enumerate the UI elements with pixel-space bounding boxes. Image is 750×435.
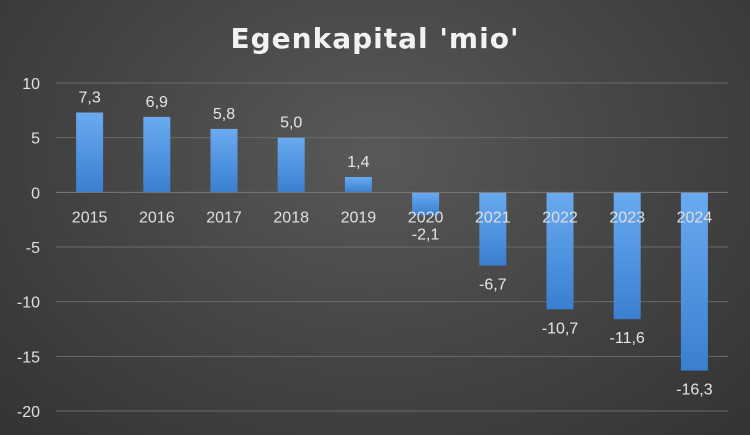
x-category-label: 2021	[475, 209, 511, 226]
data-label: 7,3	[78, 90, 100, 107]
y-tick-label: -15	[17, 349, 40, 366]
y-axis-ticks: 10 5 0 -5 -10 -15 -20	[17, 76, 40, 421]
y-tick-label: -10	[17, 295, 40, 312]
data-label: -16,3	[676, 382, 713, 399]
y-tick-label: -20	[17, 404, 40, 421]
bar	[546, 192, 574, 310]
data-label: -10,7	[542, 320, 579, 337]
data-label: -6,7	[479, 277, 507, 294]
x-category-label: 2020	[408, 209, 444, 226]
bar	[479, 192, 507, 266]
bar	[613, 192, 641, 320]
bar	[76, 112, 104, 193]
bar	[412, 192, 440, 216]
y-tick-label: 0	[31, 185, 40, 202]
x-category-label: 2022	[542, 209, 578, 226]
bar	[344, 177, 372, 193]
x-category-label: 2024	[677, 209, 713, 226]
x-axis-categories: 2015 2016 2017 2018 2019 2020 2021 2022 2023 2024	[72, 209, 712, 226]
x-category-label: 2018	[273, 209, 309, 226]
bar	[210, 128, 238, 193]
y-tick-label: 5	[31, 131, 40, 148]
data-label: -11,6	[610, 330, 645, 347]
data-labels: 7,3 6,9 5,8 5,0 1,4 -2,1 -6,7 -10,7 -11,6 -16,3	[78, 90, 712, 399]
y-tick-label: 10	[22, 76, 40, 93]
bars	[76, 112, 708, 371]
data-label: 6,9	[146, 94, 168, 111]
data-label: 1,4	[347, 154, 369, 171]
x-category-label: 2023	[609, 209, 645, 226]
x-category-label: 2019	[341, 209, 377, 226]
x-category-label: 2016	[139, 209, 175, 226]
data-label: 5,8	[213, 106, 235, 123]
chart-title: Egenkapital 'mio'	[230, 22, 519, 55]
bar	[680, 192, 708, 371]
bar	[143, 116, 171, 193]
x-category-label: 2015	[72, 209, 108, 226]
y-tick-label: -5	[26, 240, 40, 257]
data-label: -2,1	[412, 226, 440, 243]
x-category-label: 2017	[206, 209, 242, 226]
data-label: 5,0	[280, 115, 302, 132]
bar	[277, 137, 305, 193]
